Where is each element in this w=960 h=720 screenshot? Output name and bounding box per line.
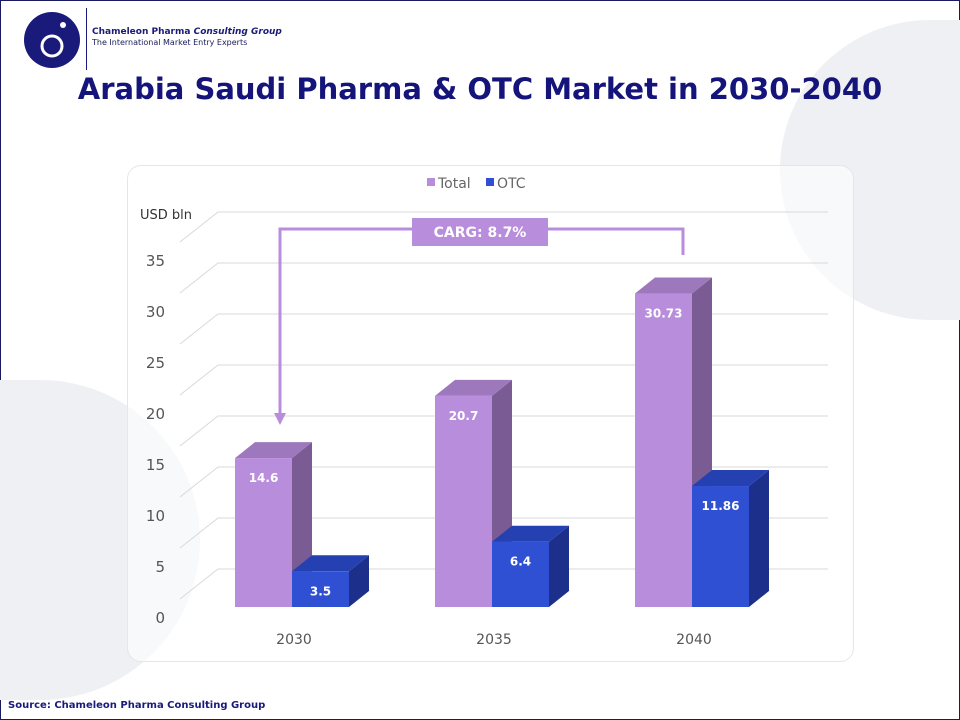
- bar-total-2030: [235, 458, 292, 607]
- x-tick-label: 2030: [276, 632, 312, 648]
- bar-top: [635, 277, 712, 294]
- bar-otc-2040: [692, 486, 749, 607]
- data-label: 3.5: [310, 584, 331, 598]
- bar-top: [235, 442, 312, 459]
- bar-side: [549, 525, 569, 607]
- gridline: [179, 364, 828, 396]
- data-label: 14.6: [249, 471, 279, 485]
- bar-top: [292, 555, 369, 572]
- cagr-box: [412, 218, 548, 246]
- bar-otc-2030: [292, 571, 349, 607]
- cagr-label: CARG: 8.7%: [434, 225, 527, 241]
- y-tick-label: 10: [146, 507, 165, 525]
- brand-name: Chameleon Pharma Consulting Group: [92, 27, 282, 37]
- gridline: [179, 211, 828, 243]
- bar-total-2040: [635, 293, 692, 607]
- source-note: Source: Chameleon Pharma Consulting Grou…: [8, 700, 266, 711]
- legend-label-total: Total: [437, 176, 471, 192]
- bar-side: [349, 555, 369, 607]
- bar-top: [492, 525, 569, 542]
- x-tick-label: 2035: [476, 632, 512, 648]
- legend-swatch-total: [427, 178, 435, 186]
- y-tick-label: 30: [146, 303, 165, 321]
- data-label: 20.7: [449, 409, 479, 423]
- gridline: [179, 517, 828, 549]
- gridline: [179, 568, 828, 600]
- x-tick-label: 2040: [676, 632, 712, 648]
- data-label: 11.86: [702, 499, 740, 513]
- gridline: [179, 415, 828, 447]
- bar-side: [749, 470, 769, 607]
- y-tick-label: 20: [146, 405, 165, 423]
- gridline: [179, 313, 828, 345]
- legend-label-otc: OTC: [497, 176, 526, 192]
- bar-total-2035: [435, 395, 492, 607]
- y-tick-label: 5: [155, 558, 165, 576]
- y-tick-label: 35: [146, 252, 165, 270]
- cagr-arrow-icon: [274, 413, 286, 425]
- data-label: 6.4: [510, 555, 531, 569]
- tagline: The International Market Entry Experts: [92, 38, 248, 47]
- bar-top: [692, 470, 769, 487]
- bar-top: [435, 379, 512, 396]
- bar-otc-2035: [492, 541, 549, 607]
- y-tick-label: 0: [155, 609, 165, 627]
- y-tick-label: 25: [146, 354, 165, 372]
- y-axis-label: USD bln: [140, 208, 192, 223]
- divider: [86, 8, 87, 70]
- gridline: [179, 262, 828, 294]
- legend-swatch-otc: [486, 178, 494, 186]
- data-label: 30.73: [645, 307, 683, 321]
- chameleon-logo-icon: [24, 12, 80, 68]
- gridline: [179, 466, 828, 498]
- page-title: Arabia Saudi Pharma & OTC Market in 2030…: [77, 72, 883, 106]
- y-tick-label: 15: [146, 456, 165, 474]
